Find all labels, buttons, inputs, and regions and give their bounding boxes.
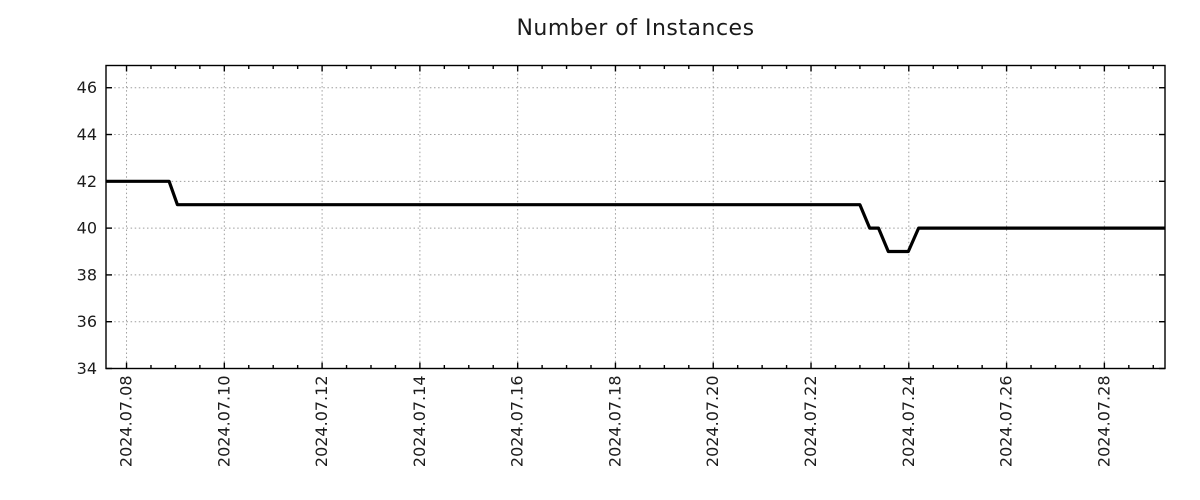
y-tick-label: 42 [77,172,97,191]
y-tick-label: 44 [77,125,97,144]
chart-title: Number of Instances [516,16,755,41]
x-tick-label: 2024.07.18 [605,376,624,468]
x-tick-label: 2024.07.16 [508,376,527,468]
x-tick-label: 2024.07.10 [214,376,233,468]
y-tick-label: 38 [77,265,97,284]
x-tick-label: 2024.07.14 [410,376,429,468]
x-tick-label: 2024.07.24 [899,376,918,468]
y-tick-label: 36 [77,312,97,331]
x-tick-label: 2024.07.20 [703,376,722,468]
x-tick-label: 2024.07.12 [312,376,331,468]
y-tick-label: 40 [77,219,97,238]
x-tick-label: 2024.07.08 [117,376,136,468]
plot-border [105,64,1166,370]
series-instances [106,179,1165,254]
y-tick-label: 46 [77,78,97,97]
y-tick-label: 34 [77,359,97,378]
x-tick-label: 2024.07.26 [997,376,1016,468]
x-tick-label: 2024.07.22 [801,376,820,468]
x-tick-label: 2024.07.28 [1094,376,1113,468]
